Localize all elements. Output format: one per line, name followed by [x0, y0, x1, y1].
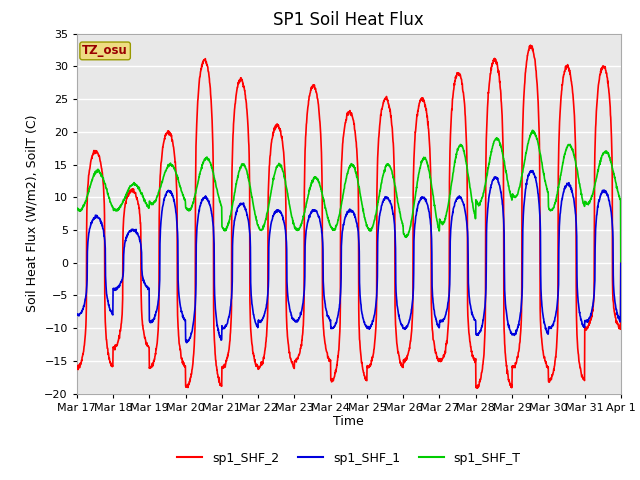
sp1_SHF_T: [569, 149, 577, 155]
X-axis label: Time: Time: [333, 415, 364, 429]
sp1_SHF_1: [617, 260, 625, 266]
sp1_SHF_2: [527, 42, 534, 48]
Title: SP1 Soil Heat Flux: SP1 Soil Heat Flux: [273, 11, 424, 29]
sp1_SHF_T: [73, 206, 81, 212]
Text: TZ_osu: TZ_osu: [82, 44, 128, 58]
sp1_SHF_2: [584, 323, 592, 328]
sp1_SHF_1: [507, 330, 515, 336]
sp1_SHF_2: [507, 384, 515, 390]
sp1_SHF_1: [365, 324, 372, 330]
sp1_SHF_T: [225, 221, 232, 227]
sp1_SHF_2: [474, 385, 481, 391]
sp1_SHF_T: [507, 193, 515, 199]
sp1_SHF_T: [376, 188, 384, 194]
Y-axis label: Soil Heat Flux (W/m2), SoilT (C): Soil Heat Flux (W/m2), SoilT (C): [26, 115, 38, 312]
Line: sp1_SHF_1: sp1_SHF_1: [77, 171, 621, 343]
sp1_SHF_1: [376, 209, 384, 215]
sp1_SHF_T: [529, 128, 537, 133]
sp1_SHF_2: [617, 260, 625, 265]
sp1_SHF_2: [365, 364, 372, 370]
sp1_SHF_2: [570, 96, 577, 101]
sp1_SHF_2: [73, 363, 81, 369]
sp1_SHF_2: [376, 119, 384, 124]
sp1_SHF_1: [73, 312, 81, 318]
sp1_SHF_T: [365, 226, 372, 231]
sp1_SHF_2: [225, 350, 232, 356]
Legend: sp1_SHF_2, sp1_SHF_1, sp1_SHF_T: sp1_SHF_2, sp1_SHF_1, sp1_SHF_T: [172, 447, 525, 469]
Line: sp1_SHF_T: sp1_SHF_T: [77, 131, 621, 262]
sp1_SHF_1: [183, 340, 191, 346]
sp1_SHF_T: [617, 259, 625, 264]
sp1_SHF_1: [225, 314, 232, 320]
sp1_SHF_1: [570, 194, 577, 200]
Line: sp1_SHF_2: sp1_SHF_2: [77, 45, 621, 388]
sp1_SHF_1: [584, 318, 592, 324]
sp1_SHF_1: [528, 168, 536, 174]
sp1_SHF_T: [584, 201, 592, 207]
